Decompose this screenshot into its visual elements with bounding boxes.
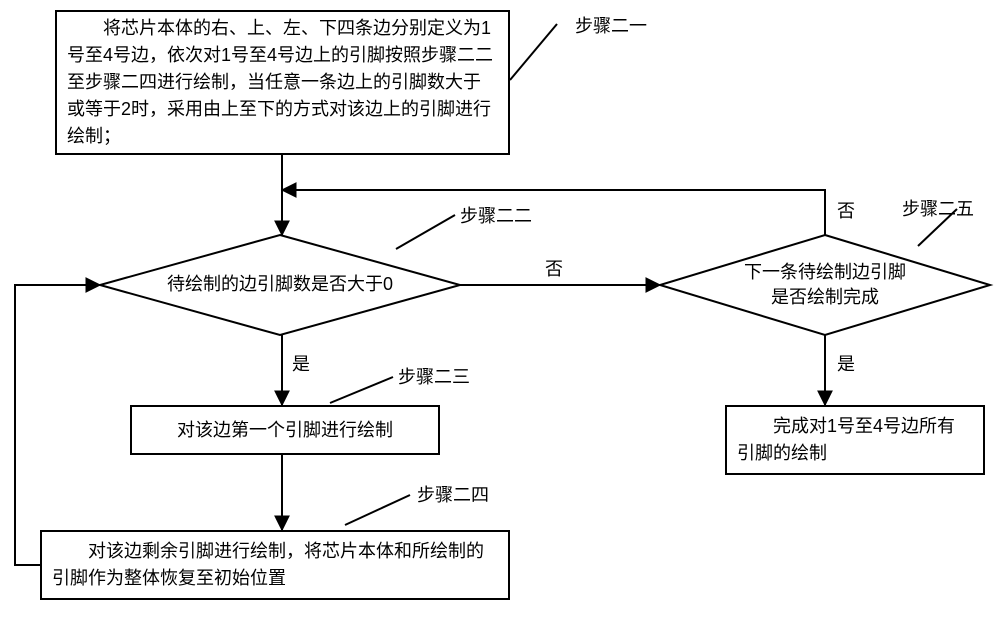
flow-box-box1: 将芯片本体的右、上、左、下四条边分别定义为1号至4号边，依次对1号至4号边上的引… [55, 10, 510, 155]
flow-diamond-diamond1: 待绘制的边引脚数是否大于0 [100, 235, 460, 335]
flow-box-text: 完成对1号至4号边所有引脚的绘制 [737, 413, 973, 467]
flow-label-step24: 步骤二四 [417, 481, 489, 507]
flow-label-yes2: 是 [837, 350, 855, 376]
flow-label-text: 步骤二四 [417, 485, 489, 505]
flow-label-no1: 否 [545, 255, 563, 281]
flow-label-text: 步骤二五 [902, 199, 974, 219]
flow-box-text: 对该边剩余引脚进行绘制，将芯片本体和所绘制的引脚作为整体恢复至初始位置 [52, 538, 498, 592]
flow-label-yes1: 是 [292, 350, 310, 376]
flow-label-text: 步骤二一 [575, 16, 647, 36]
flow-diamond-text: 待绘制的边引脚数是否大于0 [167, 272, 393, 297]
flow-diamond-diamond2: 下一条待绘制边引脚 是否绘制完成 [660, 235, 990, 335]
flow-box-box3: 对该边剩余引脚进行绘制，将芯片本体和所绘制的引脚作为整体恢复至初始位置 [40, 530, 510, 600]
flow-label-text: 是 [837, 354, 855, 374]
flow-label-text: 步骤二二 [460, 206, 532, 226]
flow-label-text: 否 [837, 201, 855, 221]
flow-label-text: 步骤二三 [398, 367, 470, 387]
flow-box-box4: 完成对1号至4号边所有引脚的绘制 [725, 405, 985, 475]
flow-label-text: 否 [545, 259, 563, 279]
flow-label-step23: 步骤二三 [398, 363, 470, 389]
flow-label-step25: 步骤二五 [902, 195, 974, 221]
flow-box-box2: 对该边第一个引脚进行绘制 [130, 405, 440, 455]
flow-label-step21: 步骤二一 [575, 12, 647, 38]
flow-box-text: 将芯片本体的右、上、左、下四条边分别定义为1号至4号边，依次对1号至4号边上的引… [67, 15, 498, 150]
flow-box-text: 对该边第一个引脚进行绘制 [177, 417, 393, 444]
flow-label-text: 是 [292, 354, 310, 374]
flow-label-step22: 步骤二二 [460, 202, 532, 228]
flow-diamond-text: 下一条待绘制边引脚 是否绘制完成 [744, 260, 906, 310]
flow-label-no2: 否 [837, 197, 855, 223]
